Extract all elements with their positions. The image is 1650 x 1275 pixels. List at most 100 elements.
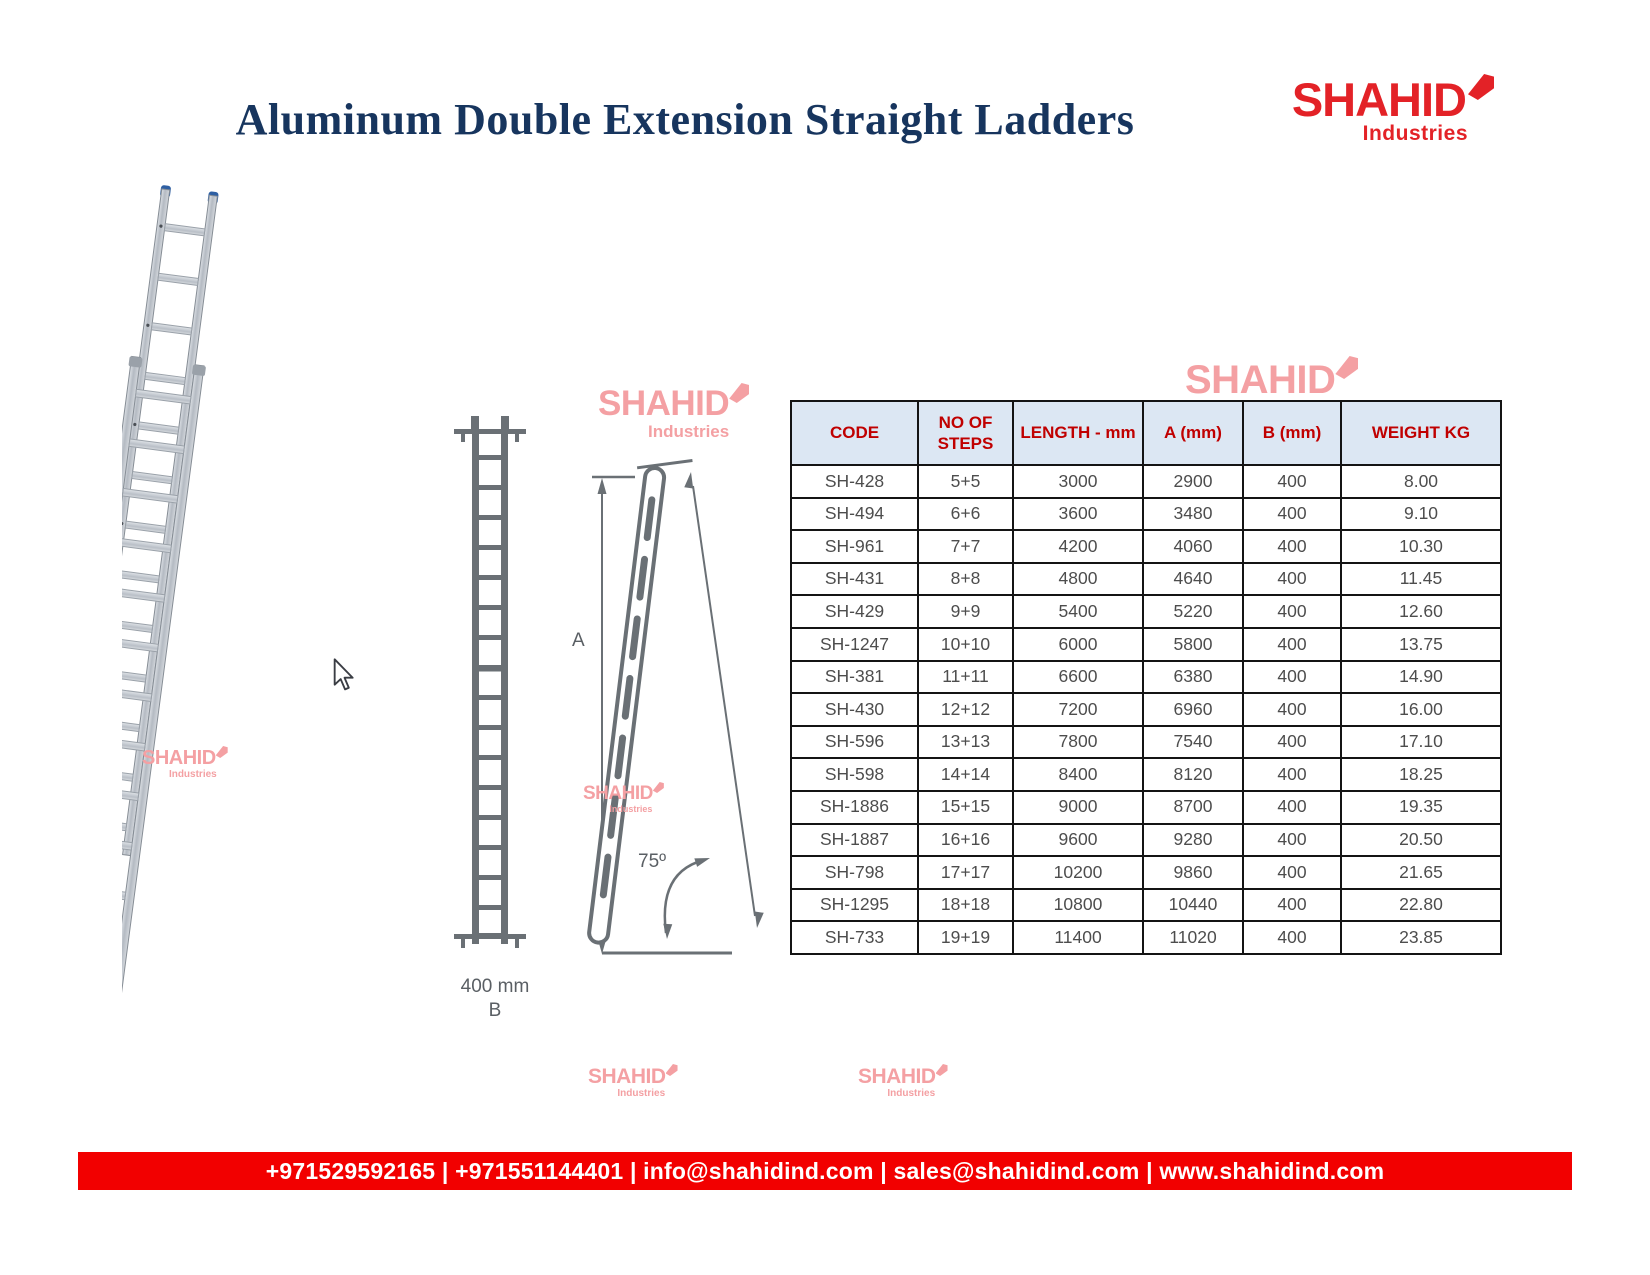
table-cell: 5400 [1012, 594, 1144, 629]
table-cell: 5220 [1142, 594, 1244, 629]
ladder-side-view-diagram [587, 459, 764, 955]
table-cell: 10+10 [917, 626, 1014, 662]
table-cell: 10440 [1142, 887, 1244, 923]
brand-watermark: SHAHID Industries [858, 1064, 948, 1099]
table-cell: 4060 [1142, 529, 1244, 564]
table-cell: 9+9 [917, 594, 1014, 629]
brand-name: SHAHID [1291, 73, 1467, 126]
table-cell: 7+7 [917, 529, 1014, 564]
table-row: SH-798 17+17 10200 9860 400 21.65 [790, 855, 1502, 890]
brand-logo: SHAHID Industries [1262, 73, 1494, 146]
table-cell: 400 [1242, 757, 1342, 792]
table-cell: SH-1886 [790, 789, 919, 825]
table-cell: 400 [1242, 659, 1342, 695]
angle-label: 75º [638, 851, 667, 872]
brand-flag-icon [665, 1064, 678, 1076]
table-cell: 15+15 [917, 789, 1014, 825]
table-cell: 400 [1242, 920, 1342, 955]
table-row: SH-428 5+5 3000 2900 400 8.00 [790, 464, 1502, 499]
table-cell: 400 [1242, 594, 1342, 629]
table-cell: 3000 [1012, 464, 1144, 499]
table-row: SH-430 12+12 7200 6960 400 16.00 [790, 692, 1502, 727]
table-row: SH-1887 16+16 9600 9280 400 20.50 [790, 822, 1502, 858]
footer-bar: +971529592165 | +971551144401 | info@sha… [78, 1152, 1572, 1190]
table-cell: 9.10 [1340, 496, 1502, 532]
dimension-b-value: 400 mm [460, 976, 530, 997]
table-cell: 8400 [1012, 757, 1144, 792]
col-header-length: LENGTH - mm [1012, 400, 1144, 466]
brand-logo-row: SHAHID [1262, 73, 1494, 126]
table-cell: SH-1247 [790, 626, 919, 662]
table-cell: 400 [1242, 464, 1342, 499]
table-cell: 11.45 [1340, 561, 1502, 597]
table-cell: 12+12 [917, 692, 1014, 727]
table-cell: 14+14 [917, 757, 1014, 792]
table-cell: 10800 [1012, 887, 1144, 923]
table-row: SH-596 13+13 7800 7540 400 17.10 [790, 724, 1502, 760]
table-row: SH-381 11+11 6600 6380 400 14.90 [790, 659, 1502, 695]
table-cell: 23.85 [1340, 920, 1502, 955]
brand-watermark: SHAHID Industries [142, 746, 228, 780]
table-row: SH-1886 15+15 9000 8700 400 19.35 [790, 789, 1502, 825]
table-cell: 8+8 [917, 561, 1014, 597]
table-cell: SH-961 [790, 529, 919, 564]
table-cell: 8120 [1142, 757, 1244, 792]
table-cell: 400 [1242, 529, 1342, 564]
table-cell: SH-798 [790, 855, 919, 890]
table-cell: 400 [1242, 561, 1342, 597]
spec-table-body: SH-428 5+5 3000 2900 400 8.00 SH-494 6+6 3600 348… [790, 464, 1502, 955]
table-cell: 18+18 [917, 887, 1014, 923]
brand-flag-icon [215, 746, 228, 758]
table-cell: 3600 [1012, 496, 1144, 532]
table-cell: 400 [1242, 692, 1342, 727]
table-cell: 10.30 [1340, 529, 1502, 564]
table-cell: 13+13 [917, 724, 1014, 760]
table-cell: SH-1887 [790, 822, 919, 858]
table-cell: 8700 [1142, 789, 1244, 825]
table-cell: 13.75 [1340, 626, 1502, 662]
table-cell: 6+6 [917, 496, 1014, 532]
table-row: SH-431 8+8 4800 4640 400 11.45 [790, 561, 1502, 597]
table-header-row: CODE NO OF STEPS LENGTH - mm A (mm) B (m… [790, 400, 1502, 466]
table-cell: 4800 [1012, 561, 1144, 597]
table-cell: 4200 [1012, 529, 1144, 564]
table-cell: 6000 [1012, 626, 1144, 662]
table-cell: 4640 [1142, 561, 1244, 597]
brand-flag-icon [1468, 74, 1494, 100]
table-cell: 19+19 [917, 920, 1014, 955]
table-cell: 17.10 [1340, 724, 1502, 760]
table-cell: 6380 [1142, 659, 1244, 695]
table-cell: 6600 [1012, 659, 1144, 695]
table-row: SH-1247 10+10 6000 5800 400 13.75 [790, 626, 1502, 662]
table-cell: 19.35 [1340, 789, 1502, 825]
col-header-weight: WEIGHT KG [1340, 400, 1502, 466]
table-cell: 21.65 [1340, 855, 1502, 890]
table-cell: 7540 [1142, 724, 1244, 760]
table-cell: 12.60 [1340, 594, 1502, 629]
table-cell: 20.50 [1340, 822, 1502, 858]
table-cell: 400 [1242, 822, 1342, 858]
table-cell: SH-494 [790, 496, 919, 532]
table-cell: 400 [1242, 887, 1342, 923]
page-title: Aluminum Double Extension Straight Ladde… [235, 95, 1135, 144]
footer-contact-text: +971529592165 | +971551144401 | info@sha… [265, 1158, 1385, 1184]
table-cell: 2900 [1142, 464, 1244, 499]
mouse-cursor [333, 658, 354, 691]
table-cell: SH-596 [790, 724, 919, 760]
table-cell: 11400 [1012, 920, 1144, 955]
table-cell: 16.00 [1340, 692, 1502, 727]
table-cell: 9280 [1142, 822, 1244, 858]
table-cell: 16+16 [917, 822, 1014, 858]
table-row: SH-494 6+6 3600 3480 400 9.10 [790, 496, 1502, 532]
table-cell: 400 [1242, 496, 1342, 532]
table-row: SH-598 14+14 8400 8120 400 18.25 [790, 757, 1502, 792]
table-cell: 7200 [1012, 692, 1144, 727]
table-cell: 9000 [1012, 789, 1144, 825]
dimension-a-letter: A [572, 630, 585, 651]
brand-watermark: SHAHID Industries [588, 1064, 678, 1099]
brand-watermark: SHAHID Industries [583, 782, 664, 814]
brand-flag-icon [935, 1064, 948, 1076]
table-cell: 10200 [1012, 855, 1144, 890]
spec-table: CODE NO OF STEPS LENGTH - mm A (mm) B (m… [790, 400, 1502, 955]
